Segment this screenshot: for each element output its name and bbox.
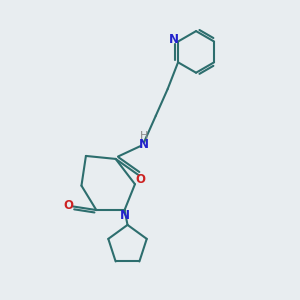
- Text: H: H: [140, 131, 148, 141]
- Text: N: N: [120, 208, 130, 222]
- Text: N: N: [139, 138, 149, 152]
- Text: N: N: [169, 33, 179, 46]
- Text: O: O: [135, 172, 145, 186]
- Text: O: O: [64, 199, 74, 212]
